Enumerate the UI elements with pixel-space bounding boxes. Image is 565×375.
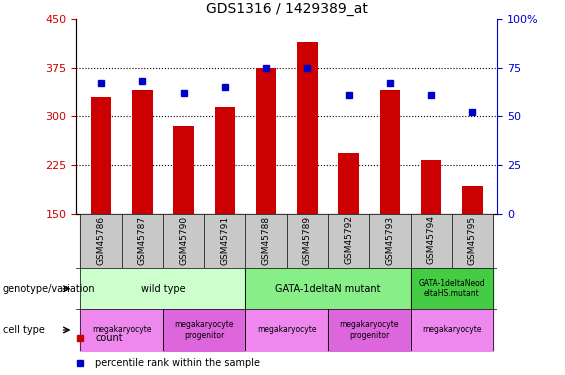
Bar xyxy=(91,97,111,214)
Bar xyxy=(338,153,359,214)
Bar xyxy=(256,68,276,214)
Text: megakaryocyte: megakaryocyte xyxy=(422,326,481,334)
Bar xyxy=(173,126,194,214)
Text: GSM45795: GSM45795 xyxy=(468,215,477,264)
Text: GSM45790: GSM45790 xyxy=(179,215,188,264)
Text: megakaryocyte: megakaryocyte xyxy=(257,326,316,334)
Text: GATA-1deltaN mutant: GATA-1deltaN mutant xyxy=(275,284,381,294)
Text: GSM45786: GSM45786 xyxy=(97,215,106,264)
Text: GSM45794: GSM45794 xyxy=(427,215,436,264)
Text: wild type: wild type xyxy=(141,284,185,294)
Bar xyxy=(380,90,400,214)
Text: GSM45789: GSM45789 xyxy=(303,215,312,264)
Text: GSM45787: GSM45787 xyxy=(138,215,147,264)
Text: genotype/variation: genotype/variation xyxy=(3,284,95,294)
Text: percentile rank within the sample: percentile rank within the sample xyxy=(95,358,260,368)
Text: GSM45792: GSM45792 xyxy=(344,215,353,264)
Text: GATA-1deltaNeod
eltaHS.mutant: GATA-1deltaNeod eltaHS.mutant xyxy=(419,279,485,298)
Bar xyxy=(132,90,153,214)
Text: megakaryocyte
progenitor: megakaryocyte progenitor xyxy=(175,320,234,340)
Text: megakaryocyte
progenitor: megakaryocyte progenitor xyxy=(340,320,399,340)
Text: count: count xyxy=(95,333,123,344)
Text: cell type: cell type xyxy=(3,325,45,335)
Text: GSM45793: GSM45793 xyxy=(385,215,394,264)
Text: megakaryocyte: megakaryocyte xyxy=(92,326,151,334)
Title: GDS1316 / 1429389_at: GDS1316 / 1429389_at xyxy=(206,2,368,16)
Bar xyxy=(462,186,483,214)
Bar xyxy=(215,106,235,214)
Text: GSM45791: GSM45791 xyxy=(220,215,229,264)
Text: GSM45788: GSM45788 xyxy=(262,215,271,264)
Bar xyxy=(421,160,441,214)
Bar xyxy=(297,42,318,214)
